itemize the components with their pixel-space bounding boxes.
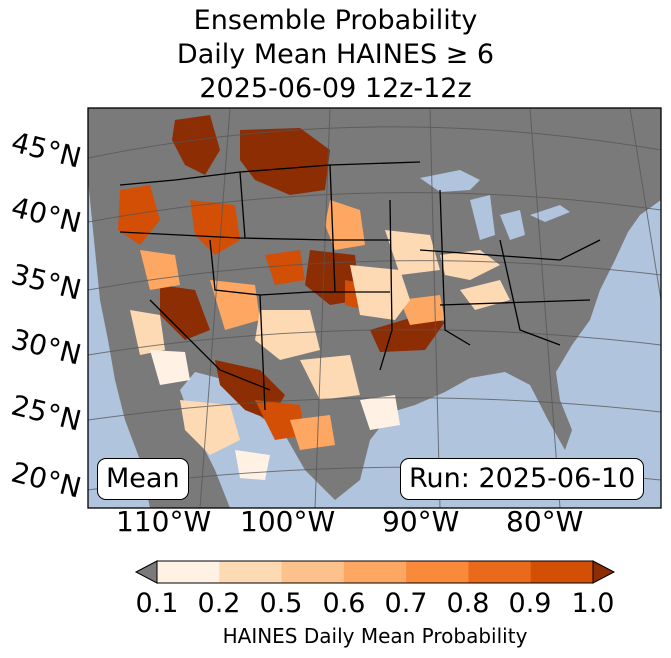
- colorbar-tick-0.6: 0.6: [322, 588, 366, 619]
- lon-label-80: 80°W: [506, 505, 584, 538]
- run-label-box: Run: 2025-06-10: [400, 458, 645, 500]
- lon-label-90: 90°W: [382, 505, 460, 538]
- colorbar-segment-5: [468, 561, 532, 583]
- colorbar-tick-0.5: 0.5: [259, 588, 303, 619]
- colorbar-over-arrow: [592, 560, 616, 584]
- colorbar-segment-4: [406, 561, 469, 583]
- graticule: [88, 108, 661, 508]
- colorbar-segment-0: [157, 561, 220, 583]
- colorbar-tick-0.1: 0.1: [135, 588, 179, 619]
- colorbar-tick-1.0: 1.0: [571, 588, 615, 619]
- lon-label-100: 100°W: [240, 505, 336, 538]
- probability-0.6: [140, 200, 445, 450]
- colorbar-tick-0.8: 0.8: [446, 588, 490, 619]
- title-line-2: Daily Mean HAINES ≥ 6: [176, 39, 495, 70]
- state-borders: [119, 161, 601, 411]
- colorbar-label: HAINES Daily Mean Probability: [222, 624, 528, 648]
- mean-label-box: Mean: [97, 458, 189, 500]
- colorbar-segment-1: [219, 561, 283, 583]
- colorbar-tick-0.7: 0.7: [384, 588, 428, 619]
- great-lakes: [420, 170, 570, 240]
- chart-title: Ensemble Probability Daily Mean HAINES ≥…: [0, 4, 671, 106]
- colorbar-segment-6: [530, 561, 594, 583]
- canada-land: [420, 108, 661, 175]
- title-line-3: 2025-06-09 12z-12z: [199, 73, 472, 104]
- colorbar-segment-2: [281, 561, 345, 583]
- colorbar-tick-0.9: 0.9: [508, 588, 552, 619]
- lon-label-110: 110°W: [116, 505, 212, 538]
- colorbar-segment-3: [343, 561, 407, 583]
- colorbar-under-arrow: [134, 560, 158, 584]
- colorbar-tick-0.2: 0.2: [197, 588, 241, 619]
- probability-0.2: [130, 230, 510, 455]
- title-line-1: Ensemble Probability: [193, 5, 478, 36]
